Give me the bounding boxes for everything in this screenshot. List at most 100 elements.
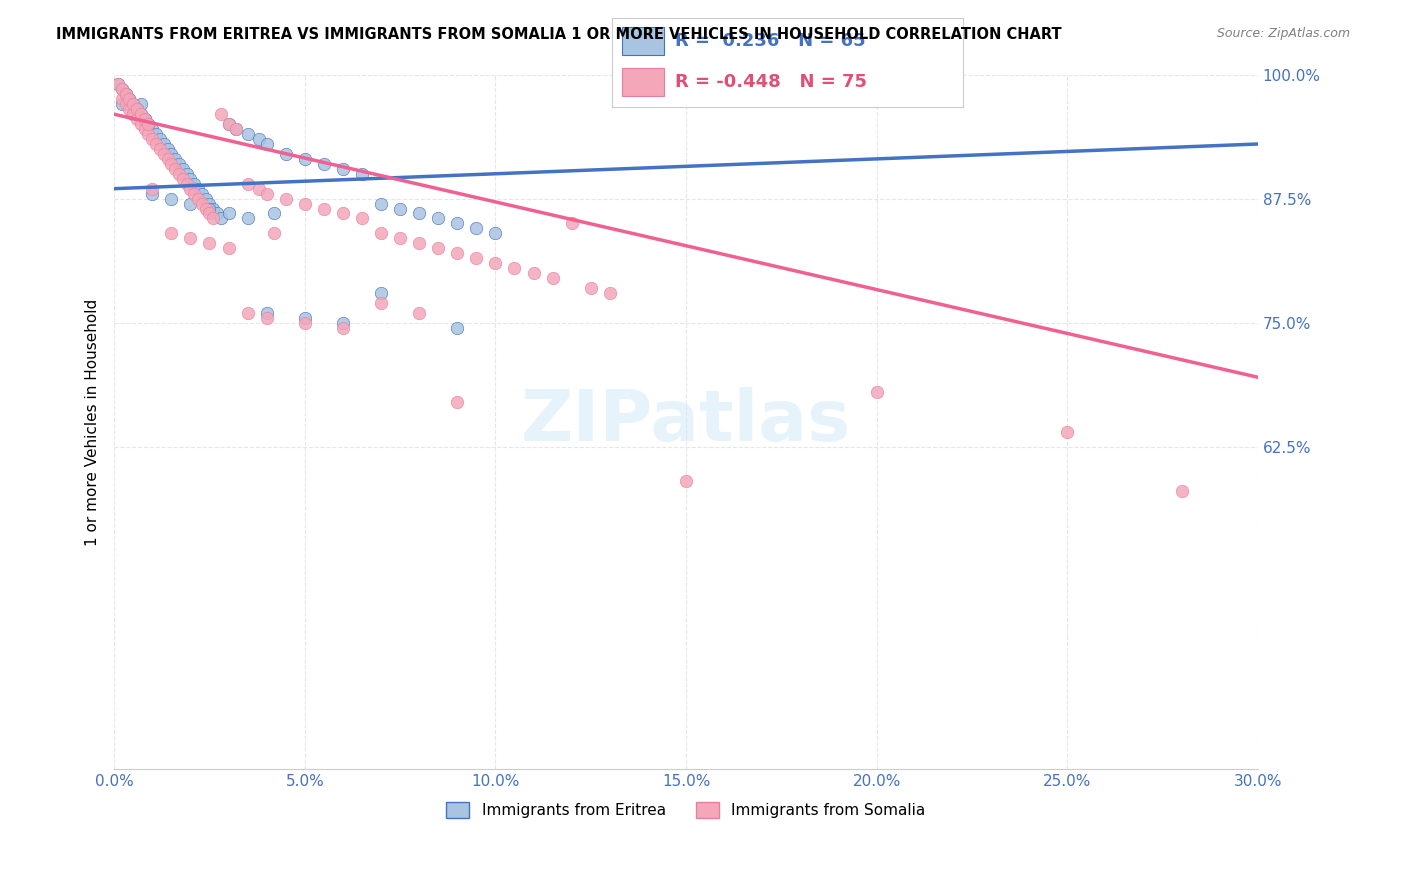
Point <box>236 127 259 141</box>
Point <box>165 152 187 166</box>
Point <box>118 92 141 106</box>
Point <box>350 211 373 226</box>
Point <box>167 167 190 181</box>
Point <box>125 112 148 127</box>
Point <box>141 186 163 201</box>
Point <box>111 97 134 112</box>
Point <box>332 161 354 176</box>
Point <box>446 320 468 334</box>
Point <box>247 132 270 146</box>
Point <box>370 295 392 310</box>
Point <box>122 97 145 112</box>
Point <box>225 122 247 136</box>
Point <box>160 227 183 241</box>
Y-axis label: 1 or more Vehicles in Household: 1 or more Vehicles in Household <box>86 298 100 546</box>
Point <box>209 211 232 226</box>
Point <box>114 97 136 112</box>
Point <box>152 136 174 151</box>
Point <box>294 152 316 166</box>
Point <box>274 192 297 206</box>
Point <box>156 152 179 166</box>
Point <box>134 112 156 127</box>
Point <box>408 306 430 320</box>
Point <box>176 167 198 181</box>
Point <box>465 221 488 235</box>
Point <box>1170 484 1192 499</box>
Point <box>561 216 583 230</box>
Point <box>134 112 156 127</box>
Point <box>294 196 316 211</box>
Point <box>350 167 373 181</box>
Point <box>111 82 134 96</box>
Point <box>408 236 430 251</box>
Point <box>176 177 198 191</box>
Point <box>236 306 259 320</box>
Point <box>294 316 316 330</box>
Point <box>191 186 214 201</box>
Point <box>198 236 221 251</box>
Point <box>183 177 205 191</box>
Point <box>194 192 217 206</box>
Point <box>183 186 205 201</box>
Point <box>218 117 240 131</box>
Point <box>111 92 134 106</box>
Point <box>389 231 412 245</box>
Point <box>218 206 240 220</box>
Point <box>179 182 201 196</box>
Point <box>172 171 194 186</box>
Point <box>179 231 201 245</box>
Point <box>111 82 134 96</box>
Point <box>141 132 163 146</box>
Point <box>122 107 145 121</box>
Point <box>191 196 214 211</box>
Point <box>179 171 201 186</box>
Point <box>141 182 163 196</box>
Point <box>134 122 156 136</box>
Point <box>138 127 160 141</box>
Point <box>332 206 354 220</box>
Point <box>114 87 136 102</box>
Point <box>256 136 278 151</box>
Point <box>370 196 392 211</box>
Point <box>408 206 430 220</box>
Point <box>160 192 183 206</box>
Point <box>129 117 152 131</box>
Point <box>256 186 278 201</box>
Point <box>118 92 141 106</box>
Point <box>202 211 225 226</box>
Point <box>149 142 172 156</box>
Text: R = -0.448   N = 75: R = -0.448 N = 75 <box>675 73 868 91</box>
Point <box>149 132 172 146</box>
Point <box>205 206 228 220</box>
Text: Source: ZipAtlas.com: Source: ZipAtlas.com <box>1216 27 1350 40</box>
Point <box>579 281 602 295</box>
Point <box>236 177 259 191</box>
Point <box>145 136 167 151</box>
Point <box>125 102 148 116</box>
Point <box>503 261 526 276</box>
Point <box>218 117 240 131</box>
Point <box>138 117 160 131</box>
Point <box>484 227 506 241</box>
Point <box>129 107 152 121</box>
Legend: Immigrants from Eritrea, Immigrants from Somalia: Immigrants from Eritrea, Immigrants from… <box>440 796 932 824</box>
Point <box>465 251 488 265</box>
Point <box>107 78 129 92</box>
Point <box>263 206 285 220</box>
Point <box>332 316 354 330</box>
Point <box>446 246 468 260</box>
Point <box>427 211 450 226</box>
Point <box>156 142 179 156</box>
Point <box>370 285 392 300</box>
Point <box>370 227 392 241</box>
Point <box>125 102 148 116</box>
Point <box>312 202 335 216</box>
Point <box>332 320 354 334</box>
Text: R =  0.236   N = 65: R = 0.236 N = 65 <box>675 32 866 50</box>
Point <box>187 192 209 206</box>
Point <box>118 92 141 106</box>
Point <box>114 87 136 102</box>
Point <box>152 147 174 161</box>
Point <box>865 385 887 400</box>
Point <box>198 196 221 211</box>
